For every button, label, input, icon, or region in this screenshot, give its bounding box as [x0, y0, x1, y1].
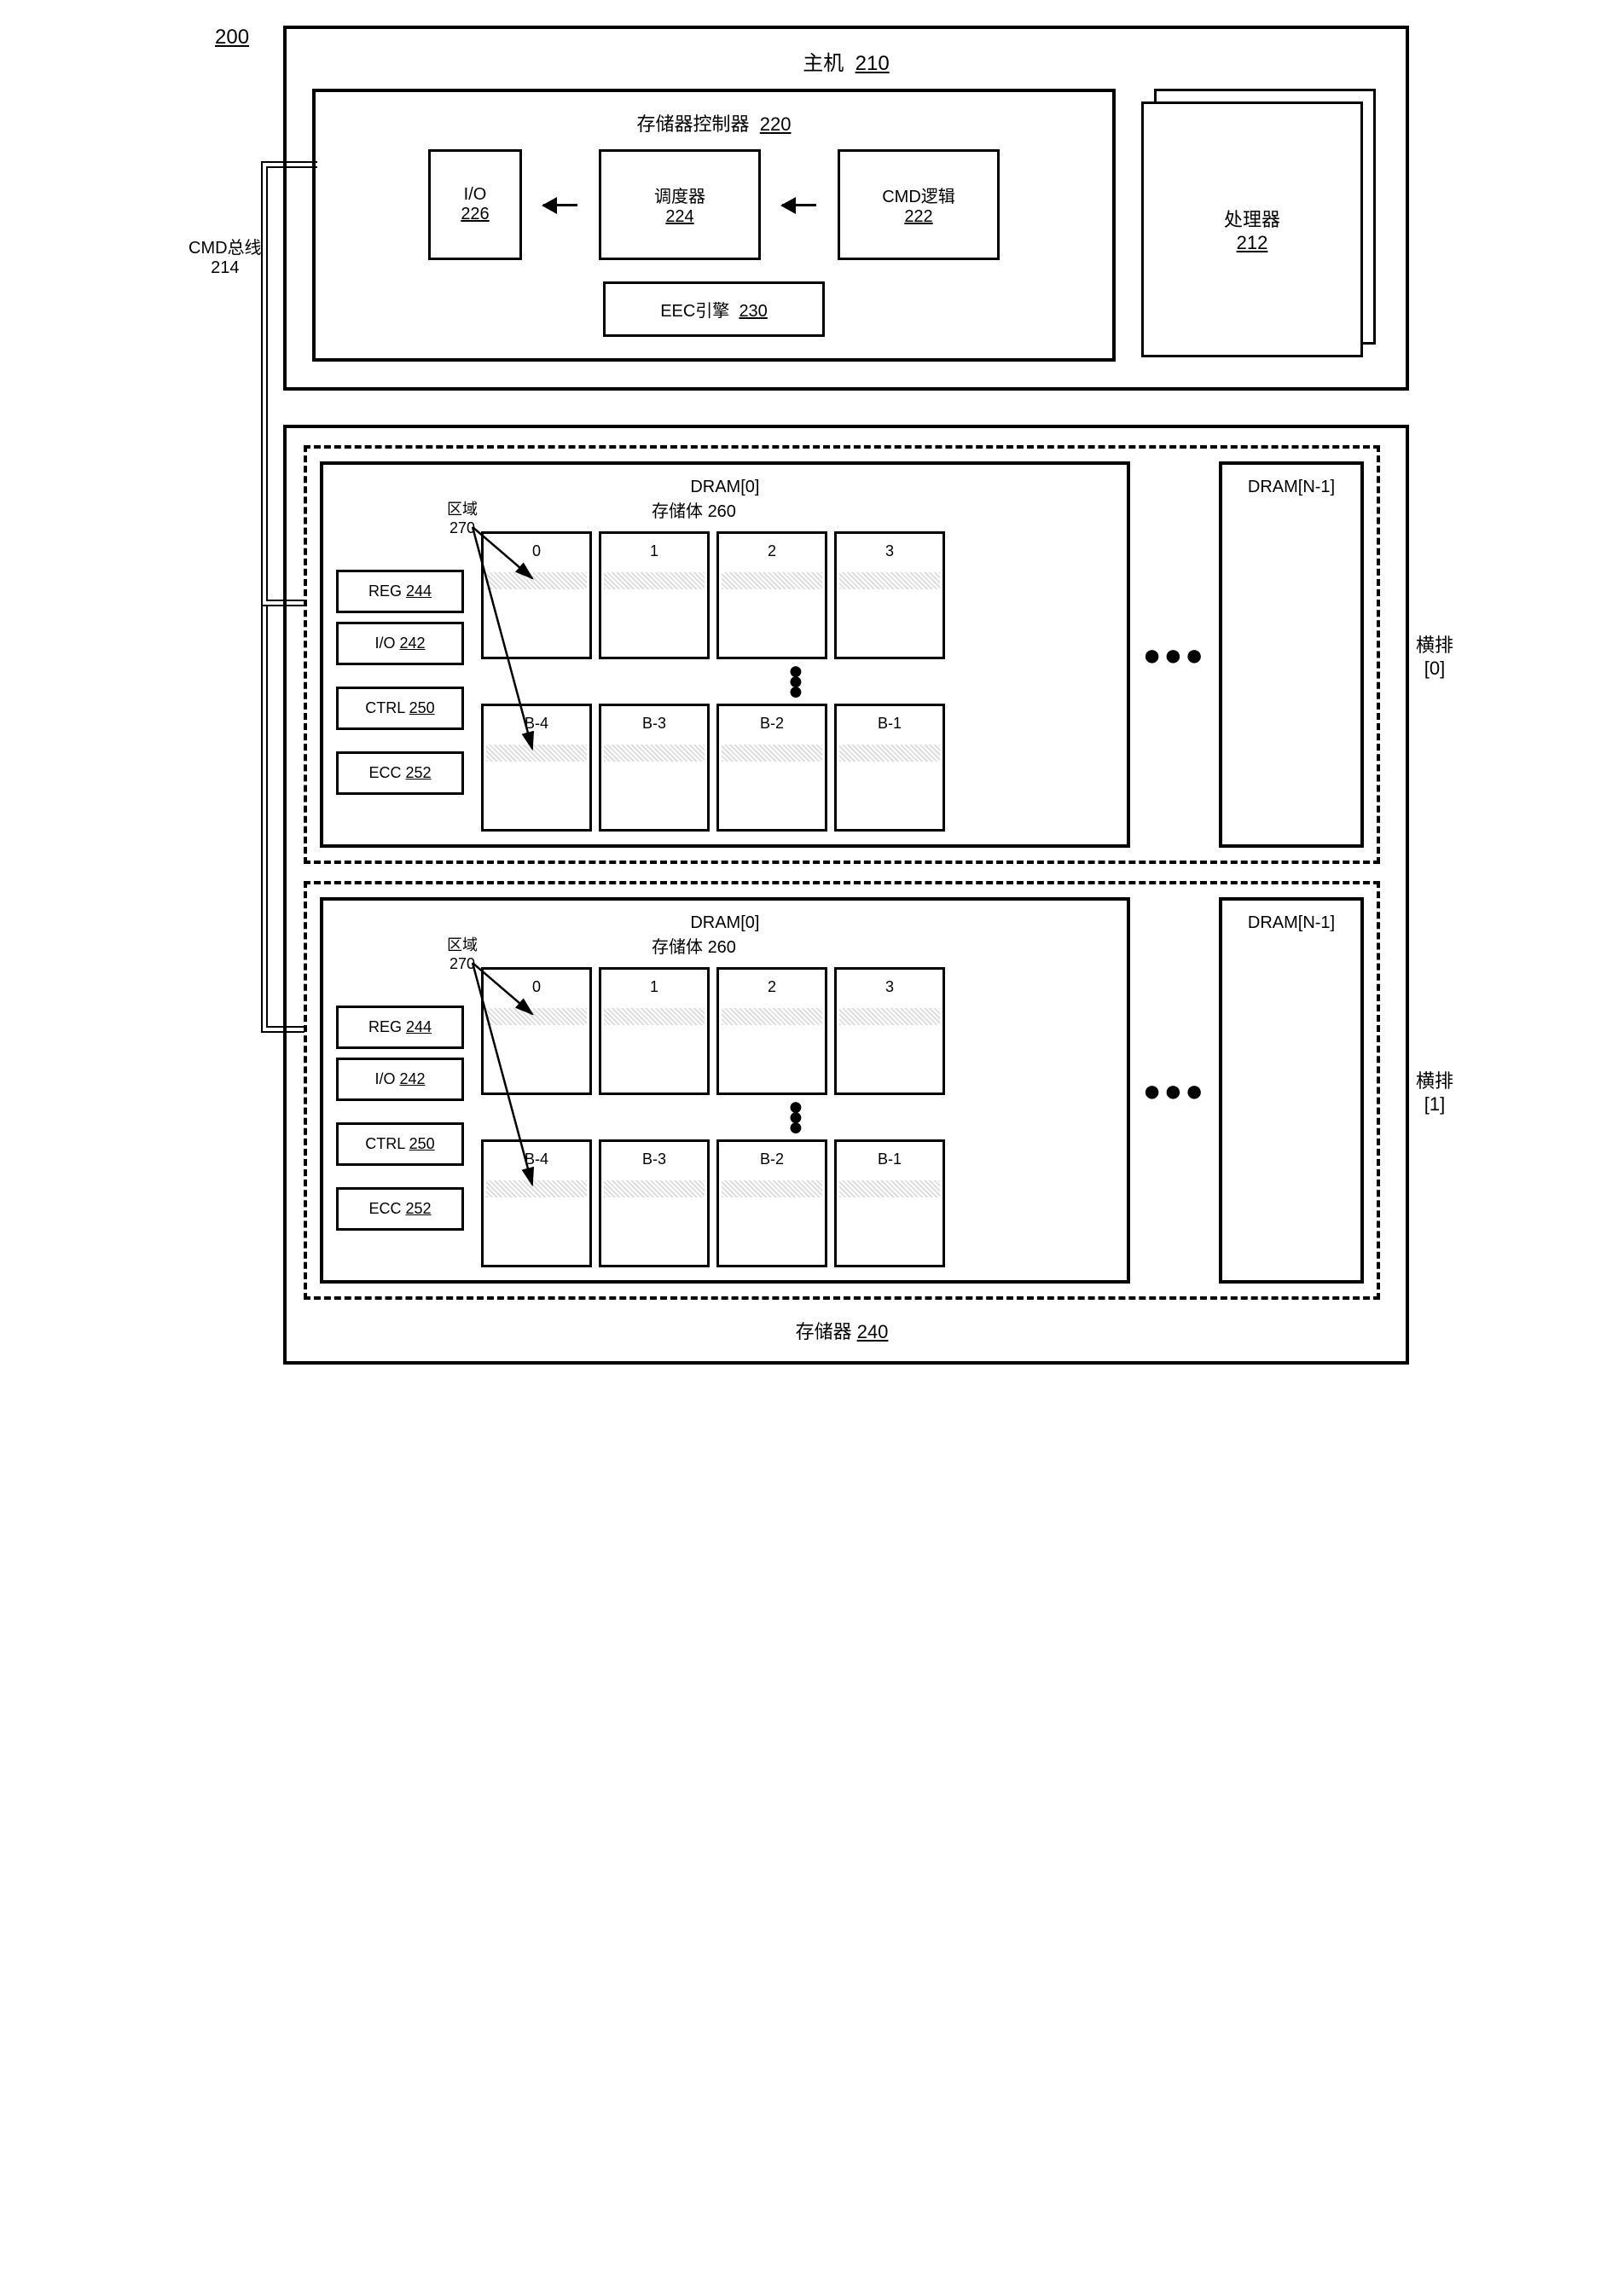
rank-0-box: 横排 [0] DRAM[0] REG 244 I/O 242 CTRL 250 … — [304, 445, 1380, 864]
bank-block: 1 — [599, 531, 710, 659]
banks-area-r1: 区域270 存储体 260 0123 ●●● B-4B-3B-2B-1 — [481, 937, 1114, 1267]
bank-block: 1 — [599, 967, 710, 1095]
banks-title: 存储体 260 — [652, 497, 736, 522]
io2-block: I/O 242 — [336, 1058, 464, 1101]
ctrl-column: REG 244 I/O 242 CTRL 250 ECC 252 — [336, 501, 464, 832]
rank-1-box: 横排 [1] DRAM[0] REG 244 I/O 242 CTRL 250 … — [304, 881, 1380, 1300]
bank-block: B-1 — [834, 1139, 945, 1267]
cmd-logic-block: CMD逻辑 222 — [838, 149, 1000, 260]
dram-0-title-r1: DRAM[0] — [336, 913, 1114, 933]
banks-area: 区域270 存储体 260 0123 ●●● B-4B-3B-2B-1 — [481, 501, 1114, 832]
dots-vertical-icon: ●●● — [481, 1095, 1114, 1139]
bank-block: B-3 — [599, 1139, 710, 1267]
bank-block: B-4 — [481, 1139, 592, 1267]
bank-block: 2 — [716, 967, 827, 1095]
io-block: I/O 226 — [428, 149, 522, 260]
reg-block: REG 244 — [336, 1006, 464, 1049]
bank-block: B-2 — [716, 1139, 827, 1267]
bank-block: B-4 — [481, 704, 592, 832]
dots-horizontal-icon: ●●● — [1143, 1073, 1206, 1109]
io2-block: I/O 242 — [336, 622, 464, 665]
processor-stack: 处理器 212 — [1141, 89, 1380, 362]
mem-ctrl-title: 存储器控制器 220 — [341, 109, 1087, 136]
dram-n-box: DRAM[N-1] — [1219, 461, 1364, 848]
rank-0-label: 横排 [0] — [1416, 630, 1453, 680]
eec-block: EEC引擎 230 — [603, 281, 825, 337]
ecc-block: ECC 252 — [336, 751, 464, 795]
region-label: 区域270 — [447, 497, 478, 537]
dots-horizontal-icon: ●●● — [1143, 637, 1206, 673]
dram-0-box-r1: DRAM[0] REG 244 I/O 242 CTRL 250 ECC 252… — [320, 897, 1130, 1284]
bank-block: 0 — [481, 531, 592, 659]
region-label-r1: 区域270 — [447, 933, 478, 973]
bank-block: 3 — [834, 967, 945, 1095]
ctrl-block: CTRL 250 — [336, 687, 464, 730]
bank-block: B-2 — [716, 704, 827, 832]
rank-1-label: 横排 [1] — [1416, 1066, 1453, 1116]
cmd-bus-label: CMD总线214 — [188, 234, 262, 278]
dram-0-title: DRAM[0] — [336, 478, 1114, 497]
ctrl-block: CTRL 250 — [336, 1122, 464, 1166]
arrow-icon — [782, 204, 816, 206]
bank-block: B-3 — [599, 704, 710, 832]
bank-block: 2 — [716, 531, 827, 659]
ctrl-column-r1: REG 244 I/O 242 CTRL 250 ECC 252 — [336, 937, 464, 1267]
dots-vertical-icon: ●●● — [481, 659, 1114, 704]
banks-title-r1: 存储体 260 — [652, 933, 736, 958]
ecc-block: ECC 252 — [336, 1187, 464, 1231]
bank-block: 3 — [834, 531, 945, 659]
arrow-icon — [543, 204, 577, 206]
bank-block: B-1 — [834, 704, 945, 832]
memory-box: 横排 [0] DRAM[0] REG 244 I/O 242 CTRL 250 … — [283, 425, 1409, 1365]
host-title: 主机 210 — [312, 46, 1380, 76]
host-box: 主机 210 存储器控制器 220 I/O 226 调度器 224 — [283, 26, 1409, 391]
scheduler-block: 调度器 224 — [599, 149, 761, 260]
bank-block: 0 — [481, 967, 592, 1095]
figure-number: 200 — [215, 26, 249, 49]
dram-n-box-r1: DRAM[N-1] — [1219, 897, 1364, 1284]
mem-ctrl-box: 存储器控制器 220 I/O 226 调度器 224 CMD逻辑 — [312, 89, 1116, 362]
dram-0-box: DRAM[0] REG 244 I/O 242 CTRL 250 ECC 252… — [320, 461, 1130, 848]
reg-block: REG 244 — [336, 570, 464, 613]
memory-label: 存储器 240 — [304, 1317, 1380, 1344]
